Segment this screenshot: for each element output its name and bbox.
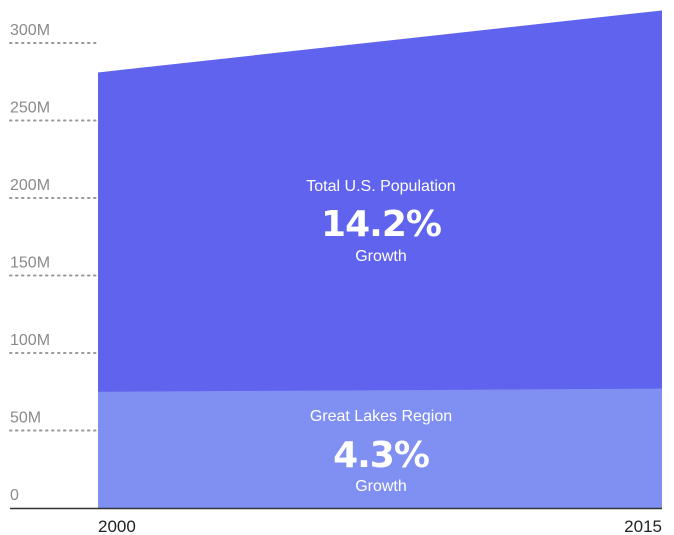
great-lakes-annotation: Great Lakes Region 4.3% Growth: [310, 408, 452, 495]
gridlines: [9, 42, 99, 432]
y-tick-label: 300M: [10, 22, 50, 39]
y-tick-label: 150M: [10, 255, 50, 272]
great-lakes-label: Great Lakes Region: [310, 408, 452, 425]
x-axis-ticks: 2000 2015: [98, 517, 662, 535]
y-tick-label: 200M: [10, 177, 50, 194]
total-population-growth-value: 14.2%: [321, 204, 441, 245]
y-axis-ticks: 0 50M 100M 150M 200M 250M 300M: [10, 22, 50, 504]
great-lakes-area: [98, 388, 662, 508]
y-tick-label: 0: [10, 487, 19, 504]
great-lakes-growth-value: 4.3%: [333, 435, 429, 476]
total-population-label: Total U.S. Population: [306, 178, 455, 195]
x-tick-label: 2015: [624, 517, 662, 535]
y-tick-label: 100M: [10, 332, 50, 349]
x-tick-label: 2000: [98, 517, 136, 535]
y-tick-label: 250M: [10, 100, 50, 117]
total-population-growth-caption: Growth: [355, 248, 407, 265]
total-population-annotation: Total U.S. Population 14.2% Growth: [306, 178, 455, 265]
y-tick-label: 50M: [10, 410, 41, 427]
total-population-area: [98, 10, 662, 508]
great-lakes-growth-caption: Growth: [355, 478, 407, 495]
area-series-group: [98, 10, 662, 508]
